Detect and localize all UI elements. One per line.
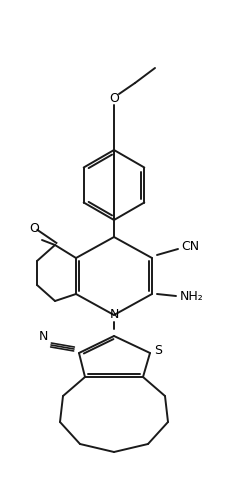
Text: S: S xyxy=(153,344,161,357)
Text: O: O xyxy=(29,222,39,235)
Text: N: N xyxy=(109,309,118,322)
Text: N: N xyxy=(38,331,47,343)
Text: CN: CN xyxy=(180,241,198,253)
Text: NH₂: NH₂ xyxy=(179,289,203,303)
Text: O: O xyxy=(109,91,118,104)
